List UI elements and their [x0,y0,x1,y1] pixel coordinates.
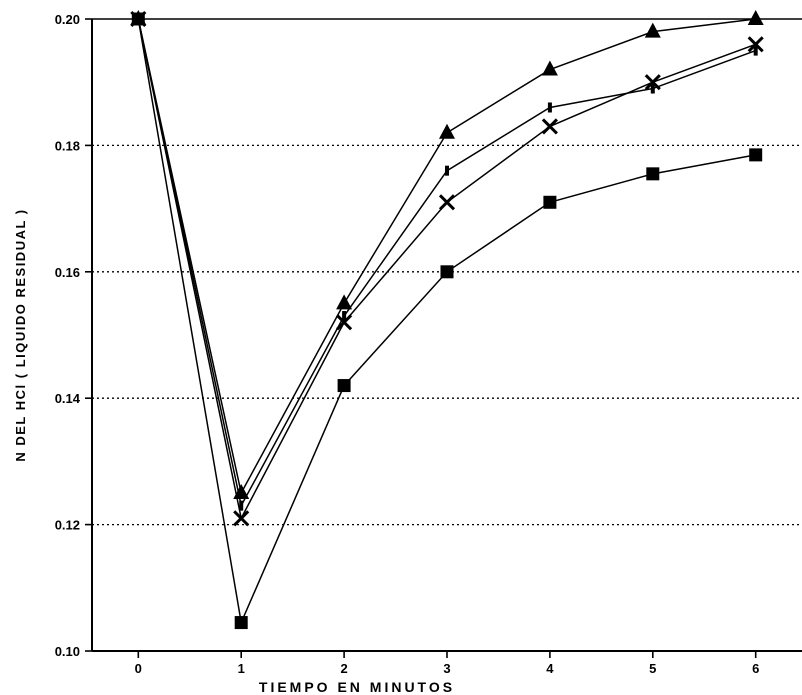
x-tick-label: 2 [340,661,347,676]
data-point-x [233,510,250,527]
tick-labels: 0.10 0.12 0.14 0.16 0.18 0.20 0 1 2 3 4 5 6 [55,12,760,676]
series-x [130,10,764,527]
data-point-triangle [747,10,764,25]
series-line-triangle [137,18,756,496]
x-marker-stroke [747,36,764,53]
data-point-square [131,12,145,26]
x-axis-label: TIEMPO EN MINUTOS [259,679,455,695]
y-tick-label: 0.18 [55,138,80,153]
data-point-x [644,74,661,91]
data-point-bar [753,45,758,56]
x-marker-stroke [644,74,661,91]
x-tick-label: 6 [752,661,759,676]
x-tick-label: 4 [546,661,554,676]
y-tick-label: 0.12 [55,518,80,533]
data-point-x [438,194,456,211]
data-point-square [234,616,248,630]
data-point-triangle [439,123,455,139]
series-line-square [137,18,756,626]
series-line-bar [137,18,756,508]
x-tick-label: 3 [443,661,450,676]
series-group [130,10,764,630]
data-point-x [541,118,558,135]
x-tick-label: 1 [238,661,245,676]
series-square [131,12,763,630]
y-tick-label: 0.10 [55,644,80,659]
data-point-bar [342,311,347,322]
data-point-square [646,167,660,181]
x-marker-stroke [541,118,558,135]
axes [85,18,802,658]
data-point-square [337,379,351,393]
data-point-x [747,36,764,53]
x-tick-label: 5 [649,661,656,676]
data-point-triangle [336,294,353,310]
y-tick-label: 0.14 [55,391,81,406]
data-point-bar [445,165,449,176]
y-tick-label: 0.16 [55,265,80,280]
x-marker-stroke [438,194,456,211]
data-point-triangle [541,60,558,76]
x-marker-stroke [233,510,250,527]
y-axis-label: N DEL HCl ( LIQUIDO RESIDUAL ) [13,208,28,461]
data-point-square [543,195,557,209]
grid-lines [92,18,802,526]
data-point-square [749,148,763,162]
data-point-bar [547,102,552,113]
data-point-square [440,265,454,279]
series-bar [136,14,758,511]
data-point-triangle [644,22,661,38]
data-point-bar [650,83,655,94]
data-point-x [336,314,353,331]
y-tick-label: 0.20 [55,12,80,27]
x-marker-stroke [336,314,353,331]
data-point-bar [239,500,244,511]
x-tick-label: 0 [135,661,142,676]
